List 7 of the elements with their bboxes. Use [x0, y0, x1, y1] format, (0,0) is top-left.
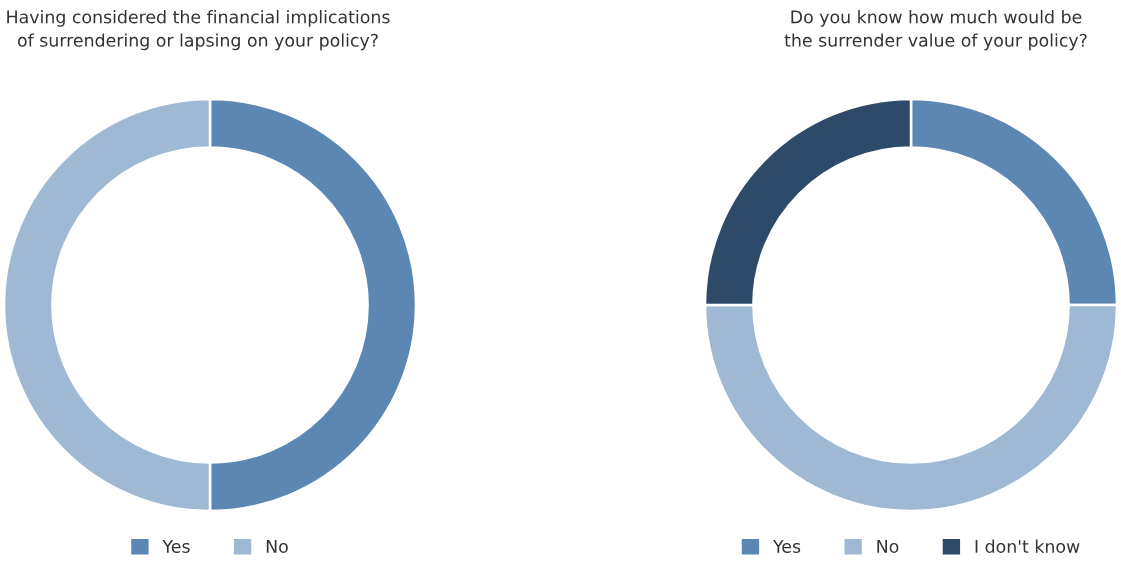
chart-title: Do you know how much would be the surrender value of your policy? [784, 10, 1087, 51]
legend-label: Yes [772, 540, 801, 553]
legend-label: Yes [162, 540, 190, 553]
legend-label: No [877, 540, 899, 553]
legend-label: No [266, 540, 288, 553]
legend-label: I don't know [975, 539, 1080, 553]
chart-title: Having considered the financial implications of surrendering or lapsing on your policy? [7, 10, 390, 51]
